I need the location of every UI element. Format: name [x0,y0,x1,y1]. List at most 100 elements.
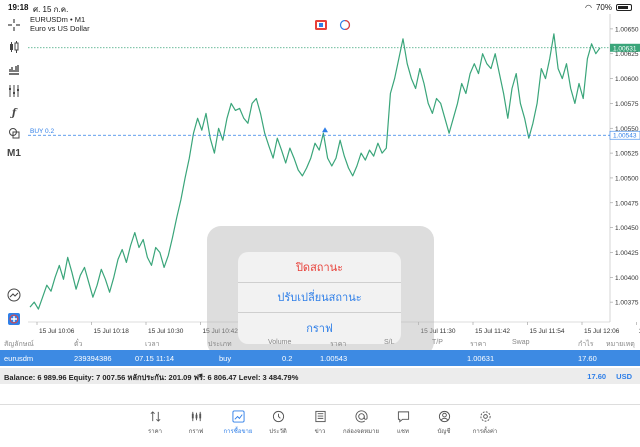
nav-item-trade[interactable]: การซื้อขาย [218,409,258,436]
settings-icon [465,409,505,423]
chart-item[interactable]: กราฟ [306,323,333,336]
table-header-cell[interactable]: สัญลักษณ์ [4,341,34,348]
objects-icon[interactable] [4,124,24,142]
row-time: 07.15 11:14 [135,354,175,363]
row-profit: 17.60 [578,354,597,363]
table-header-cell[interactable]: T/P [432,339,443,346]
price-line [29,33,601,310]
y-tick-label: 1.00475 [615,200,639,207]
status-date: ศ. 15 ก.ค. [33,5,69,14]
nav-label: ข่าว [314,429,326,435]
wifi-icon: ◠ [585,3,592,12]
current-price-label: 1.00631 [613,45,637,52]
y-tick-label: 1.00600 [615,76,639,83]
one-click-icon[interactable] [339,20,351,30]
indicators-icon[interactable] [4,60,24,78]
nav-item-mailbox[interactable]: กล่องจดหมาย [341,409,381,436]
y-tick-label: 1.00425 [615,250,639,257]
nav-item-settings[interactable]: การตั้งค่า [465,409,505,436]
row-open-price: 1.00543 [320,354,348,363]
buy-arrow-icon [322,127,328,133]
nav-item-news[interactable]: ข่าว [300,409,340,436]
nav-label: ประวัติ [269,429,287,435]
nav-item-chat[interactable]: แชท [383,409,423,436]
x-tick-label: 15 Jul 10:30 [148,328,184,335]
nav-label: แชท [397,429,409,435]
history-icon [258,409,298,423]
x-tick-label: 15 Jul 10:42 [203,328,239,335]
x-tick-label: 15 Jul 11:30 [421,328,456,335]
y-tick-label: 1.00650 [615,26,639,33]
table-header-cell[interactable]: ราคา [330,341,347,348]
position-price-label: 1.00543 [613,133,637,140]
chart-toolbar: ƒ M1 [0,14,28,334]
function-icon[interactable]: ƒ [11,107,17,119]
nav-label: ราคา [148,429,162,435]
y-tick-label: 1.00625 [615,51,639,58]
battery-fill [618,6,628,9]
quotes-icon [135,409,175,423]
y-tick-label: 1.00525 [615,151,639,158]
nav-item-quotes[interactable]: ราคา [135,409,175,436]
timeframe-label[interactable]: M1 [7,147,21,159]
position-menu: ปิดสถานะ ปรับเปลี่ยนสถานะ กราฟ [238,252,401,344]
flag-icon[interactable] [315,20,327,30]
nav-label: การซื้อขาย [223,429,253,435]
y-tick-label: 1.00375 [615,300,639,307]
close-position-item[interactable]: ปิดสถานะ [238,252,401,283]
balance-bar: Balance: 6 989.96 Equity: 7 007.56 หลักป… [0,368,640,384]
position-price-tag [609,130,640,140]
nav-item-history[interactable]: ประวัติ [258,409,298,436]
total-profit: 17.60 USD [587,372,632,381]
account-icon [424,409,464,423]
battery-percent: 70% [595,3,612,12]
x-tick-label: 15 Jul 11:54 [530,328,565,335]
symbol-description: Euro vs US Dollar [30,24,90,33]
y-tick-label: 1.00400 [615,275,639,282]
table-header-cell[interactable]: Swap [512,339,530,346]
crosshair-icon[interactable] [4,16,24,34]
table-header-cell[interactable]: เวลา [145,341,160,348]
mailbox-icon [341,409,381,423]
row-current-price: 1.00631 [467,354,495,363]
currency: USD [616,372,632,381]
nav-item-account[interactable]: บัญชี [424,409,464,436]
buy-label: BUY 0.2 [30,128,54,135]
bottom-nav: ราคา กราฟ การซื้อขาย ประวัติ ข่าว กล่องจดหมาย… [0,404,640,447]
row-volume: 0.2 [282,354,293,363]
symbol-line: EURUSDm • M1 [30,15,86,24]
x-tick-label: 15 Jul 10:06 [39,328,75,335]
table-header-cell[interactable]: ประเภท [208,341,232,348]
table-header-cell[interactable]: ราคา [470,341,487,348]
table-header-cell[interactable]: ตั๋ว [74,341,83,348]
x-tick-label: 15 Jul 10:18 [94,328,130,335]
status-time: 19:18 [8,3,29,12]
trade-panel-icon[interactable] [4,310,24,328]
x-tick-label: 15 Jul 12:06 [584,328,620,335]
symbol-title: EURUSDm • M1 Euro vs US Dollar [30,15,90,33]
nav-label: กล่องจดหมาย [342,429,380,435]
news-icon [300,409,340,423]
modify-position-item[interactable]: ปรับเปลี่ยนสถานะ [238,283,401,314]
balance-text: Balance: 6 989.96 Equity: 7 007.56 หลักป… [4,373,299,382]
position-row[interactable]: eurusdm 239394386 07.15 11:14 buy 0.2 1.… [0,350,640,366]
nav-label: กราฟ [188,429,204,435]
trade-icon [218,409,258,423]
x-tick-label: 15 Jul 11:42 [475,328,510,335]
nav-item-chart[interactable]: กราฟ [176,409,216,436]
table-header-cell[interactable]: Volume [268,339,292,346]
current-price-tag [610,43,640,52]
table-header-cell[interactable]: หมายเหตุ [606,341,635,348]
candles-icon[interactable] [4,38,24,56]
table-header-cell[interactable]: กำไร [578,341,594,348]
total-profit-value: 17.60 [587,372,607,381]
table-header-cell[interactable]: S/L [384,339,395,346]
y-tick-label: 1.00500 [615,175,639,182]
positions-table-header: สัญลักษณ์ ตั๋ว เวลา ประเภท Volume ราคา S/L T/P ร… [0,336,640,350]
row-ticket: 239394386 [74,354,112,363]
status-bar: 19:18 ศ. 15 ก.ค. ◠ 70% [0,0,640,14]
settings-sliders-icon[interactable] [4,82,24,100]
nav-label: บัญชี [437,429,451,435]
y-tick-label: 1.00575 [615,101,639,108]
one-click-trading-icon[interactable] [4,286,24,304]
